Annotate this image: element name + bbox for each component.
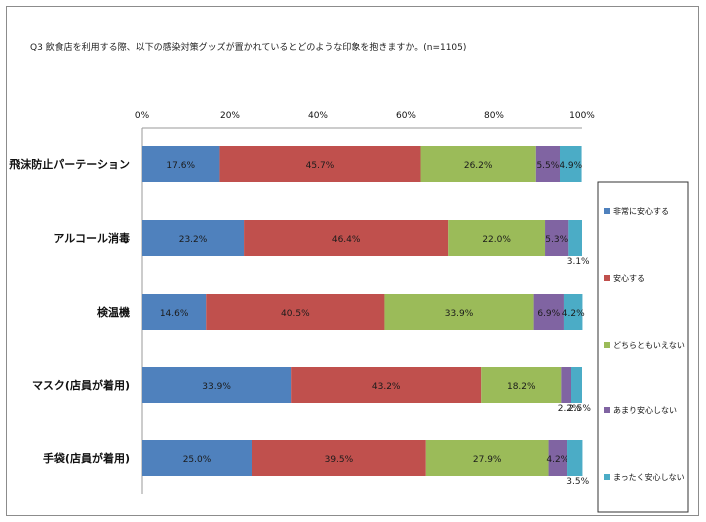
bar-segment xyxy=(567,440,583,476)
data-label: 5.5% xyxy=(536,161,559,171)
x-tick-label: 20% xyxy=(220,111,240,121)
bar-segment xyxy=(545,220,569,256)
bar-segment xyxy=(384,294,534,330)
bar-segment xyxy=(206,294,385,330)
bar-segment xyxy=(252,440,426,476)
bar-segment xyxy=(142,294,207,330)
data-label: 27.9% xyxy=(473,455,502,465)
bar-segment xyxy=(244,220,449,256)
legend-label: どちらともいえない xyxy=(613,341,685,350)
bar-segment xyxy=(142,146,220,182)
data-label: 22.0% xyxy=(482,235,511,245)
bar-segment xyxy=(291,367,482,403)
bar-segment xyxy=(142,440,252,476)
data-label: 33.9% xyxy=(202,382,231,392)
bar-segment xyxy=(481,367,562,403)
bar-segment xyxy=(533,294,564,330)
legend-swatch xyxy=(604,342,610,348)
data-label: 23.2% xyxy=(179,235,208,245)
data-label: 4.9% xyxy=(559,161,582,171)
bar-segment xyxy=(219,146,421,182)
data-label: 14.6% xyxy=(160,309,189,319)
x-tick-label: 60% xyxy=(396,111,416,121)
data-label: 4.2% xyxy=(562,309,585,319)
legend-swatch xyxy=(604,275,610,281)
legend-swatch xyxy=(604,474,610,480)
x-tick-label: 0% xyxy=(135,111,150,121)
data-label: 26.2% xyxy=(464,161,493,171)
data-label: 18.2% xyxy=(507,382,536,392)
data-label: 4.2% xyxy=(546,455,569,465)
bar-segment xyxy=(571,367,582,403)
data-label: 25.0% xyxy=(183,455,212,465)
bar-segment xyxy=(561,367,571,403)
category-label: アルコール消毒 xyxy=(53,231,130,245)
chart-title: Q3 飲食店を利用する際、以下の感染対策グッズが置かれているとどのような印象を抱… xyxy=(30,43,467,53)
x-tick-label: 40% xyxy=(308,111,328,121)
category-label: 手袋(店員が着用) xyxy=(43,451,130,465)
data-label: 2.2% xyxy=(558,404,581,414)
bar-segment xyxy=(548,440,568,476)
data-label: 45.7% xyxy=(306,161,335,171)
data-label: 5.3% xyxy=(545,235,568,245)
data-label: 2.5% xyxy=(568,404,591,414)
x-tick-label: 80% xyxy=(484,111,504,121)
category-label: マスク(店員が着用) xyxy=(32,378,130,392)
bar-segment xyxy=(425,440,549,476)
bar-segment xyxy=(420,146,536,182)
data-label: 46.4% xyxy=(332,235,361,245)
legend-label: まったく安心しない xyxy=(613,472,685,482)
legend-label: 非常に安心する xyxy=(613,206,669,216)
data-label: 40.5% xyxy=(281,309,310,319)
bar-segment xyxy=(535,146,560,182)
legend-label: 安心する xyxy=(613,273,645,283)
bar-segment xyxy=(142,367,292,403)
data-label: 39.5% xyxy=(325,455,354,465)
legend-swatch xyxy=(604,407,610,413)
data-label: 33.9% xyxy=(445,309,474,319)
legend-swatch xyxy=(604,208,610,214)
data-label: 3.5% xyxy=(566,477,589,487)
data-label: 6.9% xyxy=(537,309,560,319)
bar-segment xyxy=(448,220,546,256)
category-label: 飛沫防止パーテーション xyxy=(8,157,130,171)
bar-segment xyxy=(568,220,582,256)
bar-segment xyxy=(563,294,583,330)
data-label: 43.2% xyxy=(372,382,401,392)
data-label: 17.6% xyxy=(166,161,195,171)
chart-frame xyxy=(6,6,699,516)
legend-label: あまり安心しない xyxy=(613,405,677,415)
category-label: 検温機 xyxy=(97,305,130,319)
legend-box xyxy=(597,181,689,513)
x-tick-label: 100% xyxy=(569,111,595,121)
bar-segment xyxy=(560,146,582,182)
bar-segment xyxy=(142,220,245,256)
data-label: 3.1% xyxy=(567,257,590,267)
